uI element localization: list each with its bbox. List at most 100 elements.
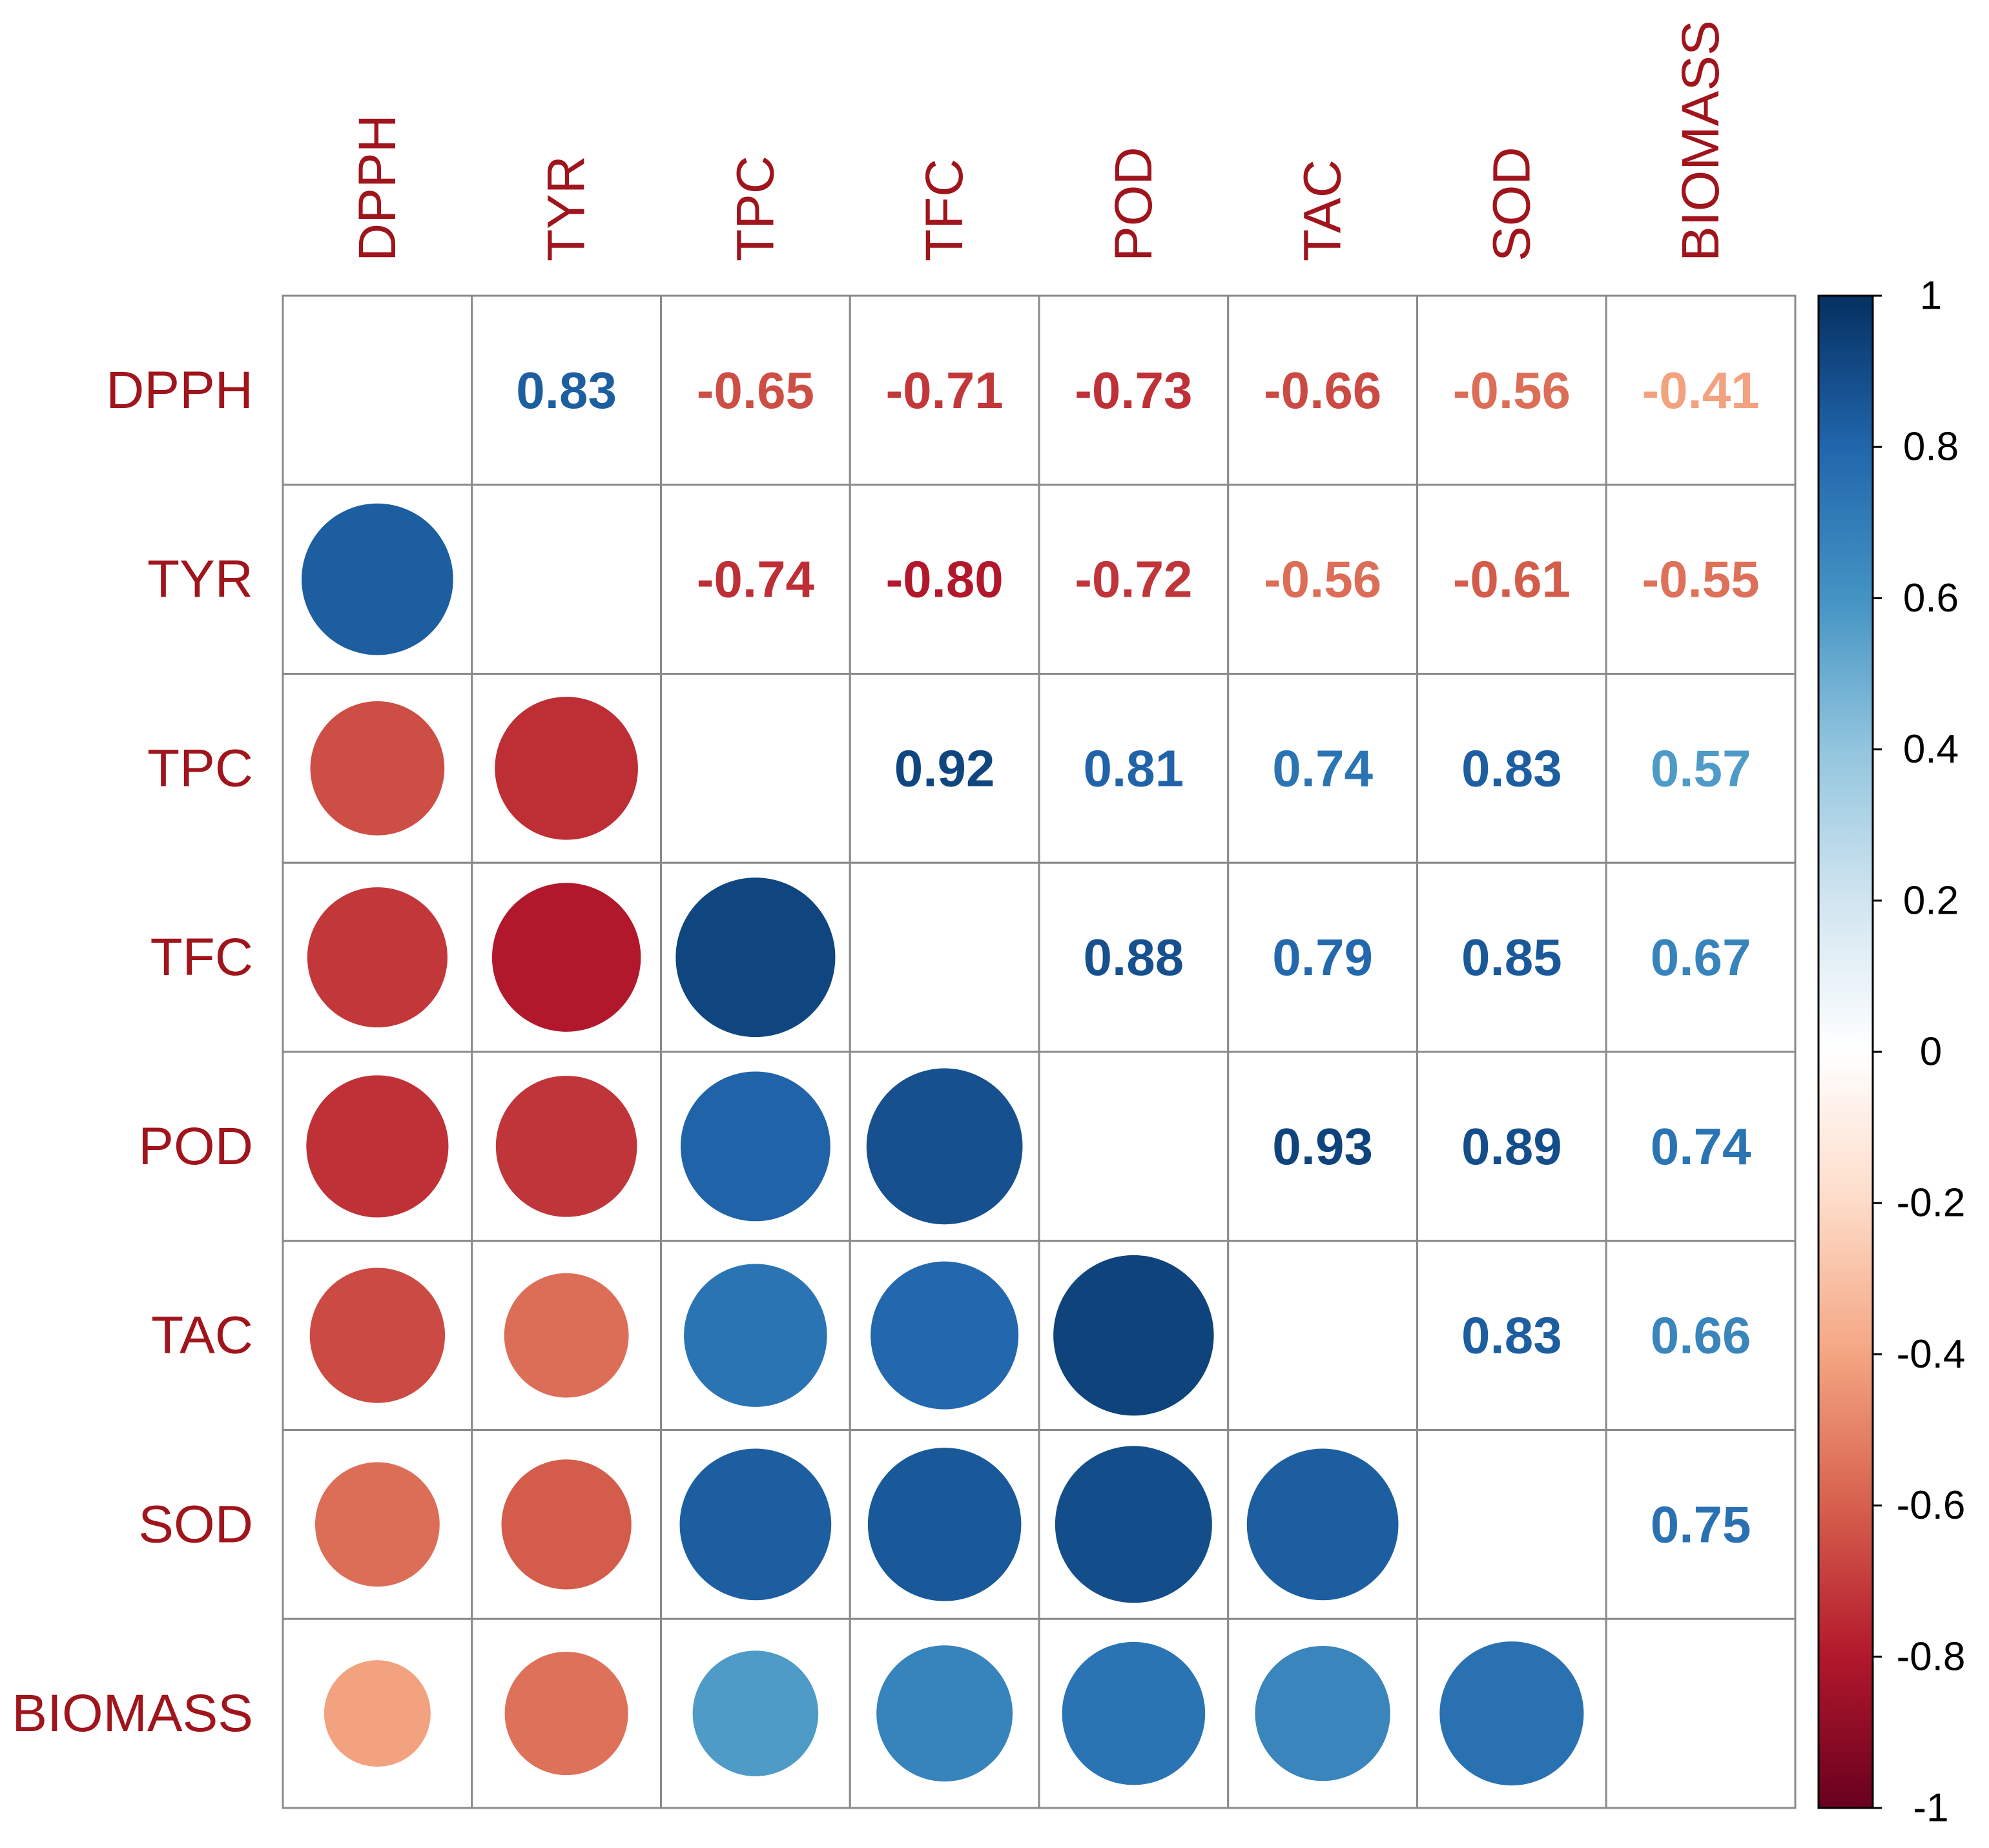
- row-label-pod: POD: [138, 1117, 253, 1176]
- colorbar: 1 0.8 0.6 0.4 0.2 0 -0.2 -0.4 -0.6 -0.8 -1: [1817, 274, 1966, 1831]
- corr-circle-biomass-tpc: [692, 1650, 819, 1776]
- grid-cell: [1605, 1617, 1797, 1809]
- corr-value-dpph-tac: -0.66: [1264, 362, 1381, 419]
- corr-circle-sod-tfc: [867, 1448, 1022, 1601]
- col-label-tac: TAC: [1293, 159, 1352, 262]
- corr-circle-pod-tyr: [495, 1076, 637, 1217]
- col-label-pod: POD: [1104, 147, 1163, 262]
- row-label-dpph: DPPH: [106, 361, 253, 420]
- row-label-tyr: TYR: [147, 550, 253, 609]
- corr-circle-biomass-tyr: [504, 1652, 628, 1776]
- corr-circle-tac-tpc: [684, 1264, 827, 1407]
- colorbar-tick-label: 0.4: [1903, 727, 1959, 772]
- grid-cell: [1227, 294, 1418, 486]
- corr-value-tyr-sod: -0.61: [1453, 551, 1571, 608]
- corr-value-tpc-sod: 0.83: [1461, 739, 1562, 797]
- corr-circle-sod-pod: [1055, 1446, 1212, 1603]
- corr-value-pod-biomass: 0.74: [1651, 1118, 1751, 1175]
- corr-value-tyr-tac: -0.56: [1264, 551, 1381, 608]
- corr-value-tyr-tfc: -0.80: [885, 551, 1003, 608]
- col-label-tfc: TFC: [915, 159, 974, 262]
- corr-circle-tac-pod: [1053, 1255, 1214, 1416]
- corr-value-tfc-biomass: 0.67: [1651, 929, 1751, 986]
- col-label-tyr: TYR: [537, 156, 596, 262]
- col-label-tpc: TPC: [726, 156, 785, 262]
- corr-circle-pod-tfc: [866, 1068, 1023, 1225]
- grid-cell: [660, 673, 851, 864]
- grid: [282, 294, 1797, 1809]
- corr-value-tpc-pod: 0.81: [1084, 739, 1184, 797]
- corr-value-tfc-tac: 0.79: [1272, 929, 1373, 986]
- corr-circle-tfc-dpph: [307, 887, 448, 1028]
- corr-value-dpph-tpc: -0.65: [697, 362, 814, 419]
- grid-cell: [1416, 294, 1607, 486]
- grid-cell: [1416, 861, 1607, 1053]
- grid-cell: [282, 294, 473, 486]
- corr-value-tyr-tpc: -0.74: [697, 551, 815, 608]
- grid-cell: [1038, 1051, 1230, 1242]
- corr-value-pod-sod: 0.89: [1461, 1118, 1562, 1175]
- grid-cell: [849, 673, 1040, 864]
- corr-circle-tpc-dpph: [310, 701, 445, 836]
- corr-circle-tac-dpph: [309, 1268, 446, 1403]
- corr-value-sod-biomass: 0.75: [1651, 1495, 1751, 1553]
- corr-circle-tyr-dpph: [302, 503, 453, 655]
- grid-cell: [1038, 861, 1230, 1053]
- row-label-sod: SOD: [138, 1495, 253, 1554]
- corr-value-dpph-pod: -0.73: [1075, 362, 1192, 419]
- corr-circle-biomass-dpph: [324, 1660, 431, 1767]
- corr-circle-biomass-pod: [1062, 1641, 1206, 1785]
- grid-cell: [1605, 484, 1797, 675]
- corr-circle-biomass-sod: [1439, 1641, 1584, 1786]
- colorbar-gradient: [1817, 294, 1874, 1809]
- corr-value-tyr-pod: -0.72: [1075, 551, 1192, 608]
- row-label-tpc: TPC: [147, 739, 253, 797]
- grid-cell: [1227, 673, 1418, 864]
- row-label-tfc: TFC: [150, 928, 253, 987]
- colorbar-tick-label: 0.6: [1903, 576, 1959, 621]
- grid-cell: [1605, 1240, 1797, 1431]
- corr-circle-sod-tac: [1246, 1448, 1399, 1601]
- grid-cell: [1227, 1240, 1418, 1431]
- grid-cell: [1416, 673, 1607, 864]
- corr-value-pod-tac: 0.93: [1272, 1118, 1373, 1175]
- colorbar-tick-label: -0.8: [1897, 1634, 1966, 1679]
- colorbar-tick-label: 1: [1920, 274, 1942, 318]
- colorbar-tick-label: 0.2: [1903, 878, 1959, 923]
- corr-value-tfc-pod: 0.88: [1084, 929, 1184, 986]
- corr-circle-tfc-tyr: [491, 883, 641, 1032]
- colorbar-tick-label: -0.4: [1897, 1332, 1966, 1377]
- corr-circle-tpc-tyr: [495, 697, 638, 840]
- corr-value-dpph-sod: -0.56: [1453, 362, 1571, 419]
- corr-value-dpph-tyr: 0.83: [516, 362, 617, 419]
- col-label-biomass: BIOMASS: [1671, 20, 1730, 262]
- grid-cell: [849, 294, 1040, 486]
- corr-circle-tfc-tpc: [675, 878, 836, 1038]
- corr-circle-tac-tyr: [504, 1273, 629, 1398]
- corr-circle-tac-tfc: [871, 1261, 1019, 1410]
- grid-cell: [1038, 294, 1230, 486]
- corr-value-tpc-tfc: 0.92: [894, 739, 995, 797]
- colorbar-tick-label: 0.8: [1903, 425, 1959, 469]
- grid-cell: [1416, 1429, 1607, 1620]
- grid-cell: [471, 484, 662, 675]
- corr-circle-biomass-tfc: [876, 1645, 1013, 1782]
- corr-value-dpph-biomass: -0.41: [1642, 362, 1759, 419]
- grid-cell: [1605, 673, 1797, 864]
- row-label-biomass: BIOMASS: [12, 1684, 253, 1743]
- colorbar-tick-label: 0: [1920, 1030, 1942, 1074]
- grid-cell: [1227, 484, 1418, 675]
- grid-cell: [1605, 861, 1797, 1053]
- grid-cell: [471, 294, 662, 486]
- colorbar-tick-label: -0.6: [1897, 1483, 1966, 1528]
- grid-cell: [1605, 1429, 1797, 1620]
- corr-value-tfc-sod: 0.85: [1461, 929, 1562, 986]
- marks: 0.83 -0.65 -0.71 -0.73 -0.66 -0.56 -0.41 -0.74 -…: [302, 362, 1760, 1786]
- corr-circle-sod-tpc: [679, 1448, 832, 1601]
- grid-cell: [660, 294, 851, 486]
- grid-cell: [1038, 673, 1230, 864]
- corr-circle-pod-tpc: [680, 1071, 830, 1222]
- axis-labels: DPPH TYR TPC TFC POD TAC SOD BIOMASS DPPH TYR TPC T…: [12, 20, 1730, 1743]
- corr-circle-biomass-tac: [1255, 1645, 1390, 1781]
